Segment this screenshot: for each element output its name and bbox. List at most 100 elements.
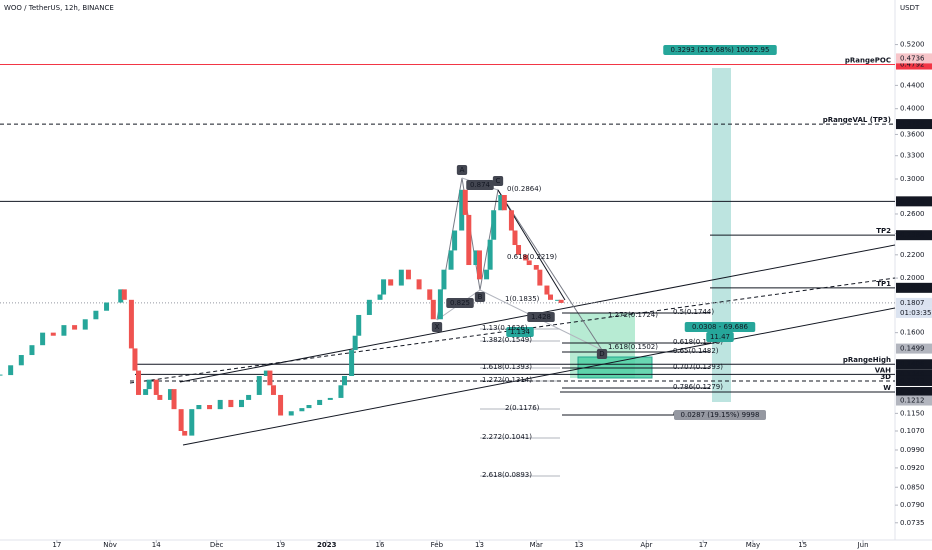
annotation: 0.874 — [470, 181, 491, 189]
price-tag-label: 0.1499 — [900, 345, 925, 353]
candle — [416, 279, 422, 290]
candle — [189, 409, 195, 436]
annotation: A — [460, 166, 465, 174]
candle — [50, 332, 56, 336]
level-tag — [896, 375, 932, 386]
x-tick-label: Nov — [103, 541, 117, 549]
candle — [498, 194, 504, 211]
y-tick-label: 0.2200 — [900, 251, 925, 259]
level-name: TP2 — [876, 227, 891, 235]
x-tick-label: 17 — [52, 541, 61, 549]
annotation-box — [446, 298, 474, 308]
level-tag-label: 0.1255 — [900, 388, 925, 396]
y-tick-label: 0.1070 — [900, 427, 925, 435]
annotation: 11.47 — [710, 333, 730, 341]
candle — [143, 389, 149, 395]
level-tag-label: 0.2738 — [900, 197, 925, 205]
x-tick-label: 14 — [152, 541, 161, 549]
candle — [263, 370, 269, 376]
annotation-box — [506, 327, 534, 337]
candle — [547, 294, 553, 300]
price-tag-label: 0.1212 — [900, 397, 925, 405]
candle — [441, 269, 447, 290]
candle — [544, 285, 550, 295]
x-tick-label: 13 — [475, 541, 484, 549]
level-tag-label: 0.3756 — [900, 120, 925, 128]
annotation-box — [456, 165, 468, 175]
price-tag-label: 0.4736 — [900, 54, 925, 62]
candle — [459, 189, 465, 231]
y-tick-label: 0.0920 — [900, 464, 925, 472]
y-tick-label: 0.3300 — [900, 152, 925, 160]
candle — [153, 379, 159, 395]
candle — [523, 254, 529, 261]
candle — [182, 430, 188, 436]
candle — [228, 399, 234, 408]
y-tick-label: 0.1600 — [900, 329, 925, 337]
annotation: 0.3293 (219.68%) 10022.95 — [671, 46, 770, 54]
candle — [508, 210, 514, 231]
y-tick-label: 0.2000 — [900, 274, 925, 282]
y-tick-label: 0.5200 — [900, 41, 925, 49]
candle — [267, 370, 273, 386]
candle — [537, 269, 543, 286]
candle — [29, 345, 35, 356]
annotation: 1.272(0.1314) — [482, 376, 532, 384]
annotation-box — [431, 322, 443, 332]
x-tick-label: Feb — [431, 541, 444, 549]
candle — [437, 289, 443, 320]
annotation: 0.707(0.1393) — [673, 363, 723, 371]
y-tick-label: 0.4400 — [900, 81, 925, 89]
candle — [466, 214, 472, 266]
candle — [299, 408, 305, 412]
x-tick-label: Dec — [210, 541, 224, 549]
annotation: 1(0.1835) — [505, 295, 540, 303]
annotation: B — [478, 293, 483, 301]
level-tag-label: 0.4792 — [900, 61, 925, 69]
level-tag-label: 0.1922 — [900, 284, 925, 292]
candle — [349, 350, 355, 376]
y-tick-label: 0.0790 — [900, 501, 925, 509]
candle — [452, 230, 458, 251]
chart-title: WOO / TetherUS, 12h, BINANCE — [4, 4, 114, 12]
annotation: 1.13(0.1626) — [482, 324, 528, 332]
annotation: 2.272(0.1041) — [482, 433, 532, 441]
price-tag — [896, 53, 932, 64]
candle — [427, 289, 433, 300]
candle — [93, 310, 99, 320]
countdown-bg — [896, 307, 932, 318]
level-tag — [896, 196, 932, 207]
annotation: 0.5(0.1744) — [673, 308, 714, 316]
candle — [40, 332, 46, 346]
candle — [217, 399, 223, 410]
candle — [462, 189, 468, 215]
x-tick-label: 2023 — [317, 541, 337, 549]
x-tick-label: 19 — [276, 541, 285, 549]
y-tick-label: 0.0990 — [900, 446, 925, 454]
candle — [405, 269, 411, 280]
candle — [278, 394, 284, 416]
candle — [558, 299, 564, 303]
annotation: 1.382(0.1549) — [482, 336, 532, 344]
price-tag — [896, 343, 932, 354]
candle — [555, 299, 561, 301]
y-tick-label: 0.0850 — [900, 483, 925, 491]
annotation: 0.0287 (19.15%) 9998 — [681, 411, 760, 419]
level-name: pRangeHigh — [843, 356, 891, 364]
level-name: pRangeVAL (TP3) — [823, 116, 891, 124]
annotation-box — [674, 410, 766, 420]
countdown: 01:03:35 — [900, 309, 931, 317]
x-tick-label: Mar — [530, 541, 543, 549]
x-tick-label: Jun — [857, 541, 869, 549]
candle — [366, 299, 372, 315]
candle — [356, 314, 362, 336]
annotation: 0(0.2864) — [507, 185, 542, 193]
annotation: 1.618(0.1393) — [482, 363, 532, 371]
annotation-box — [527, 312, 555, 322]
x-tick-label: 17 — [699, 541, 708, 549]
candle — [207, 405, 213, 410]
annotation-box — [492, 176, 504, 186]
candle — [317, 399, 323, 406]
level-tag-label: 0.1406 — [900, 360, 925, 368]
